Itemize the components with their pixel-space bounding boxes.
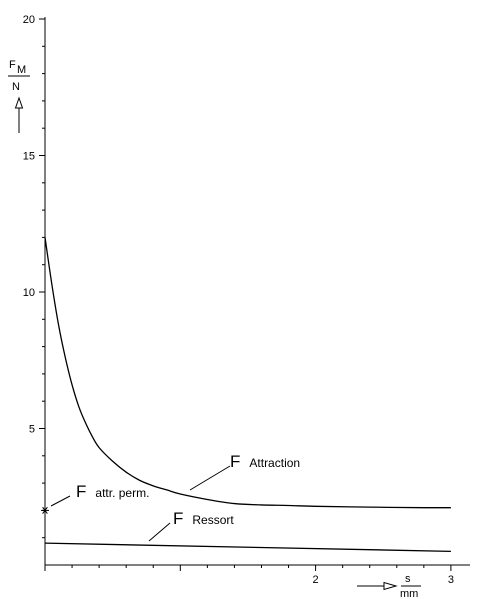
y-tick-label: 10	[23, 287, 35, 299]
annotation-attraction-label: F Attraction	[230, 452, 300, 471]
star-marker-icon	[41, 506, 49, 514]
y-tick-label: 20	[23, 14, 35, 26]
annotation-attraction: F Attraction	[189, 452, 300, 491]
y-axis-label-bottom: N	[12, 81, 20, 93]
x-tick-label: 3	[448, 574, 454, 586]
y-axis-label: F M N	[8, 59, 30, 133]
y-axis-ticks: 5 10 15 20	[23, 14, 45, 539]
annotation-attraction-sub: Attraction	[249, 456, 300, 470]
annotation-attraction-f: F	[230, 452, 240, 471]
spring-force-line	[44, 542, 451, 552]
annotation-ressort: F Ressort	[148, 509, 234, 542]
y-axis-label-sub: M	[17, 64, 26, 76]
annotation-attr-perm: F attr. perm.	[41, 482, 149, 514]
y-tick-label: 15	[23, 151, 35, 163]
annotation-attraction-leader	[189, 465, 231, 491]
attraction-force-curve	[44, 237, 451, 509]
x-tick-label: 2	[313, 574, 319, 586]
annotation-ressort-f: F	[173, 509, 183, 528]
x-axis-label-bottom: mm	[400, 588, 418, 599]
up-arrow-icon	[14, 96, 24, 133]
x-axis-label-top: s	[405, 573, 411, 585]
annotation-attr-perm-f: F	[76, 482, 86, 501]
y-tick-label: 5	[29, 424, 35, 436]
annotation-attr-perm-label: F attr. perm.	[76, 482, 149, 501]
annotation-ressort-leader	[148, 522, 171, 542]
annotation-ressort-label: F Ressort	[173, 509, 234, 528]
annotation-ressort-sub: Ressort	[192, 513, 234, 527]
right-arrow-icon	[357, 581, 398, 591]
y-axis-label-top: F	[9, 59, 16, 71]
x-axis-label: s mm	[357, 573, 421, 599]
annotation-attr-perm-sub: attr. perm.	[95, 486, 149, 500]
annotation-attr-perm-leader	[50, 495, 71, 507]
